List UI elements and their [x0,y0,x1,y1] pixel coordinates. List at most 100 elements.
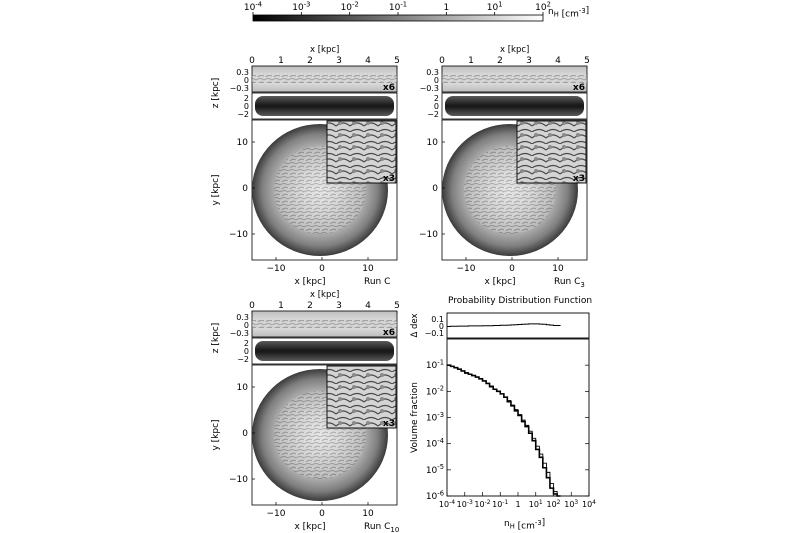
colorbar-tick-label: 102 [535,0,551,13]
top-tick-label: 3 [336,56,342,66]
x-tick-label: 10 [362,509,374,519]
z-zoom-tick-label: 0.3 [236,68,249,77]
top-tick-label: 5 [394,56,400,66]
z-tick-label: 0 [434,102,439,111]
pdf-series-line-1 [447,364,561,497]
z-zoom-tick-label: 0.3 [426,68,439,77]
x-axis-label: x [kpc] [294,277,325,287]
inset-image [326,120,397,184]
pdf-y-tick-label: 10-1 [426,359,444,372]
top-tick-label: 0 [249,56,255,66]
top-tick-label: 4 [555,56,561,66]
pdf-frame [446,338,590,497]
z-zoom-tick-label: 0 [244,76,249,85]
edge-on-zoom-texture [442,75,587,83]
colorbar-tick-label: 10-2 [341,0,359,13]
z-zoom-tick-label: −0.3 [230,84,249,93]
pdf-title: Probability Distribution Function [448,296,592,306]
zoom-badge: x6 [383,83,395,93]
y-axis-label: y [kpc] [211,174,221,205]
pdf-y-tick-label: 10-4 [426,437,444,450]
zoom-badge: x6 [383,328,395,338]
top-tick-label: 2 [307,301,313,311]
run-label: Run C [364,277,390,287]
pdf-x-tick-label: 10-4 [439,499,455,509]
y-tick-label: 0 [432,184,438,194]
edge-on-image [255,341,394,361]
x-axis-label: x [kpc] [294,522,325,532]
top-tick-label: 2 [307,56,313,66]
x-axis-label: x [kpc] [484,277,515,287]
z-axis-label: z [kpc] [211,78,221,108]
colorbar-tick-label: 10-1 [389,0,407,13]
z-zoom-tick-label: −0.3 [420,84,439,93]
x-tick-label: −10 [267,509,286,519]
zoom-badge: x6 [573,83,585,93]
edge-on-zoom-texture [252,320,397,328]
x-tick-label: 0 [319,509,325,519]
top-tick-label: 1 [468,56,474,66]
y-tick-label: −10 [419,230,438,240]
top-xlabel: x [kpc] [500,45,529,55]
y-tick-label: 10 [237,383,249,393]
delta-tick-label: 0 [439,322,444,331]
z-tick-label: −2 [427,110,439,119]
top-tick-label: 2 [497,56,503,66]
delta-frame [446,312,590,339]
top-tick-label: 4 [365,301,371,311]
colorbar-tick-label: 10-3 [292,0,310,13]
delta-tick-label: 0.1 [431,315,444,324]
z-zoom-tick-label: 0 [434,76,439,85]
run-label: Run C10 [364,522,399,533]
pdf-x-tick-label: 10-1 [492,499,508,509]
pdf-y-tick-label: 10-2 [426,385,444,398]
z-tick-label: −2 [237,355,249,364]
y-tick-label: 0 [242,429,248,439]
inset-badge: x3 [383,419,395,429]
colorbar-unit: nH [cm-3] [548,6,589,20]
colorbar-gradient [252,14,544,22]
delta-axis-label: Δ dex [410,313,420,337]
top-tick-label: 3 [526,56,532,66]
y-tick-label: 10 [237,138,249,148]
z-tick-label: −2 [237,110,249,119]
x-tick-label: 10 [362,264,374,274]
pdf-x-tick-label: 101 [529,499,543,509]
z-tick-label: 2 [244,339,249,348]
z-zoom-tick-label: −0.3 [230,329,249,338]
inset-badge: x3 [383,174,395,184]
y-tick-label: −10 [229,230,248,240]
x-tick-label: −10 [267,264,286,274]
edge-on-image [445,96,584,116]
edge-on-image [255,96,394,116]
z-tick-label: 2 [244,94,249,103]
pdf-x-tick-label: 10-2 [474,499,490,509]
inset-image [516,120,587,184]
y-tick-label: 0 [242,184,248,194]
y-axis-label: y [kpc] [211,419,221,450]
pdf-chart: Probability Distribution Function 0.10−0.… [410,296,596,532]
y-tick-label: −10 [229,475,248,485]
x-tick-label: 0 [509,264,515,274]
z-zoom-tick-label: 0.3 [236,313,249,322]
top-tick-label: 0 [439,56,445,66]
x-tick-label: −10 [457,264,476,274]
top-tick-label: 1 [278,301,284,311]
z-tick-label: 2 [434,94,439,103]
pdf-y-tick-label: 10-3 [426,411,444,424]
top-tick-label: 0 [249,301,255,311]
delta-line [447,323,561,327]
pdf-y-tick-label: 10-6 [426,489,444,502]
inset-image [326,365,397,429]
top-tick-label: 5 [584,56,590,66]
delta-tick-label: −0.1 [425,329,444,338]
y-tick-label: 10 [427,138,439,148]
colorbar: 10-4 10-3 10-2 10-1 1 101 102 nH [cm-3] [244,0,589,22]
top-tick-label: 5 [394,301,400,311]
colorbar-tick-label: 1 [443,3,449,13]
top-xlabel: x [kpc] [310,45,339,55]
